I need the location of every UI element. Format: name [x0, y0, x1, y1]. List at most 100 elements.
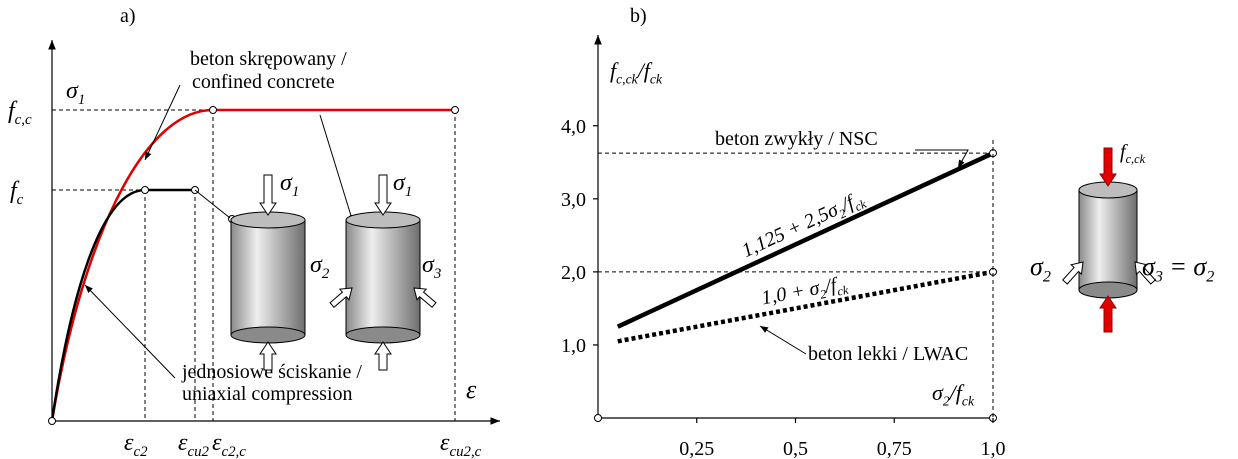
label-part: σ [66, 78, 79, 104]
guide-lines [52, 109, 456, 421]
subscript: 1 [405, 184, 412, 200]
load-arrow [259, 341, 277, 371]
x-tick-label: 1,0 [981, 438, 1006, 459]
load-arrow [374, 341, 392, 371]
leader [84, 284, 176, 379]
subscript: c,c [15, 112, 32, 128]
label-part: σ [1142, 252, 1156, 281]
confined-curve [50, 108, 455, 422]
pressure-arrow [1062, 261, 1084, 285]
label: fc,c [8, 98, 32, 128]
label-part: σ [1030, 252, 1044, 281]
pressure-arrow [329, 287, 353, 308]
panel-label: b) [630, 5, 647, 27]
load-arrow [374, 174, 392, 216]
leader [915, 149, 969, 169]
subscript: 2 [322, 266, 330, 282]
series-name: beton zwykły / NSC [715, 128, 878, 150]
label-part: σ [932, 380, 944, 405]
label: εcu2,c [440, 430, 482, 459]
panel-label: a) [120, 5, 136, 27]
load-arrow [1099, 147, 1117, 187]
label-part: σ [422, 252, 435, 278]
label-part: f [8, 98, 18, 124]
cylinder-bottom [230, 326, 306, 344]
pressure-arrow [1134, 261, 1156, 285]
y-tick-label: 4,0 [561, 116, 586, 138]
label-part: ε [124, 430, 134, 456]
label: εc2 [124, 430, 148, 459]
pressure-arrow [413, 287, 437, 308]
label-part: ε [440, 430, 450, 456]
pressure-arrow [1062, 261, 1084, 285]
subscript: ck [962, 394, 975, 409]
label-part: f [610, 58, 619, 83]
load-arrow [259, 174, 277, 216]
label: εc2,c [212, 430, 246, 459]
label-part: σ [310, 252, 323, 278]
label-part: /f [948, 380, 965, 405]
x-tick-label: 0,75 [877, 438, 912, 459]
origin [594, 414, 602, 422]
subscript: c,ck [616, 72, 639, 87]
y-tick-label: 1,0 [561, 335, 586, 357]
cylinder [345, 219, 421, 336]
leader [194, 189, 231, 219]
label: σ2/fck [932, 380, 975, 409]
subscript: c,ck [1126, 152, 1146, 166]
pressure-arrow [329, 287, 353, 308]
label: σ2 [310, 252, 330, 282]
x-tick-label: 0,25 [679, 438, 714, 459]
label: ε [466, 375, 477, 404]
pressure-arrow [1134, 261, 1156, 285]
subscript: 2 [837, 206, 849, 221]
label: σ1 [393, 170, 412, 200]
subscript: c2,c [221, 444, 246, 459]
subscript: 3 [433, 266, 441, 282]
label-part: ε [212, 430, 222, 456]
y-tick-label: 3,0 [561, 189, 586, 211]
cylinder [1078, 189, 1138, 291]
subscript: cu2 [187, 444, 209, 459]
leader [144, 84, 181, 161]
leader [319, 114, 353, 220]
subscript: 2 [819, 287, 828, 302]
label-part: σ [280, 170, 293, 196]
label-part: f [10, 178, 20, 204]
label: σ3 = σ2 [1142, 252, 1214, 286]
subscript: 1 [292, 184, 299, 200]
label-part: = σ [1163, 252, 1208, 281]
label-part: f [1120, 141, 1128, 163]
series-name: beton lekki / LWAC [808, 343, 968, 365]
subscript: ck [650, 72, 663, 87]
subscript: 3 [1154, 269, 1163, 286]
subscript: ck [836, 283, 850, 299]
leader [759, 325, 807, 355]
pressure-arrow [413, 287, 437, 308]
label: jednosiowe ściskanie / [181, 361, 362, 383]
label: σ1 [280, 170, 299, 200]
series-line [616, 151, 994, 329]
subscript: c [17, 192, 24, 208]
label-part: σ [393, 170, 406, 196]
subscript: c2 [133, 444, 148, 459]
label-part: ε [178, 430, 188, 456]
load-arrow [1099, 295, 1117, 333]
label-part: ε [466, 375, 477, 404]
label-part: /f [636, 58, 653, 83]
label: uniaxial compression [182, 383, 353, 405]
subscript: 2 [1043, 269, 1051, 286]
y-tick-label: 2,0 [561, 262, 586, 284]
label: σ1 [66, 78, 85, 108]
series-line [617, 269, 994, 344]
subscript: 2 [943, 394, 950, 409]
cylinder-bottom [345, 326, 421, 344]
label: fc,ck [1120, 141, 1146, 166]
subscript: 2 [1206, 269, 1214, 286]
label: σ3 [422, 252, 441, 282]
uniaxial-curve [50, 188, 195, 422]
x-tick-label: 0,5 [783, 438, 808, 459]
label: fc [10, 178, 24, 208]
label: 1,125 + 2,5σ2/fck [738, 187, 868, 265]
